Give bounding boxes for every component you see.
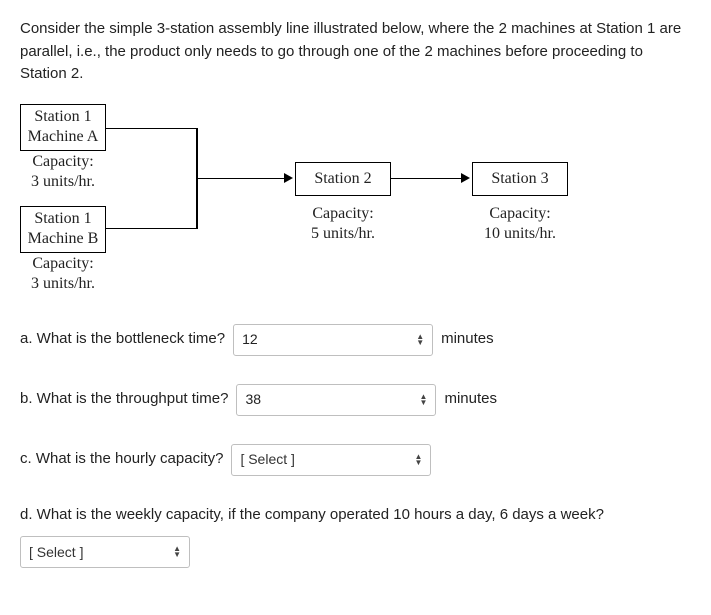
s1a-subtitle: Machine A: [25, 127, 101, 148]
s2-cap1: Capacity:: [295, 204, 391, 224]
question-d-label: d. What is the weekly capacity, if the c…: [20, 504, 687, 527]
question-a-input[interactable]: 12 ▲▼: [233, 324, 433, 356]
s1a-cap1: Capacity:: [20, 152, 106, 172]
question-b-unit: minutes: [444, 388, 497, 411]
s3-label: Station 3: [477, 165, 563, 193]
question-a-label: a. What is the bottleneck time?: [20, 328, 225, 351]
assembly-line-diagram: Station 1 Machine A Capacity: 3 units/hr…: [20, 104, 660, 304]
stepper-icon[interactable]: ▲▼: [415, 454, 423, 466]
s3-cap1: Capacity:: [472, 204, 568, 224]
question-b-row: b. What is the throughput time? 38 ▲▼ mi…: [20, 384, 691, 416]
s1b-title: Station 1: [25, 209, 101, 230]
question-d-select[interactable]: [ Select ] ▲▼: [20, 536, 190, 568]
arrow-to-s3: [461, 173, 470, 183]
question-c-label: c. What is the hourly capacity?: [20, 448, 223, 471]
intro-text: Consider the simple 3-station assembly l…: [20, 18, 691, 86]
s2-label: Station 2: [300, 165, 386, 193]
question-c-value: [ Select ]: [240, 449, 294, 470]
conn-s2-to-s3: [391, 178, 463, 180]
question-a-unit: minutes: [441, 328, 494, 351]
question-b-input[interactable]: 38 ▲▼: [236, 384, 436, 416]
conn-a-h: [106, 128, 196, 130]
question-c-row: c. What is the hourly capacity? [ Select…: [20, 444, 691, 476]
question-d-row: d. What is the weekly capacity, if the c…: [20, 504, 691, 569]
s2-cap2: 5 units/hr.: [295, 224, 391, 244]
conn-join-to-s2: [196, 178, 286, 180]
stepper-icon[interactable]: ▲▼: [420, 394, 428, 406]
stepper-icon[interactable]: ▲▼: [416, 334, 424, 346]
s2-caption: Capacity: 5 units/hr.: [295, 204, 391, 244]
s1a-title: Station 1: [25, 107, 101, 128]
conn-b-h: [106, 228, 196, 230]
s1a-cap2: 3 units/hr.: [20, 172, 106, 192]
question-b-value: 38: [245, 389, 261, 410]
station3-box: Station 3: [472, 162, 568, 196]
question-a-value: 12: [242, 329, 258, 350]
s1b-cap2: 3 units/hr.: [20, 274, 106, 294]
s1b-caption: Capacity: 3 units/hr.: [20, 254, 106, 294]
s1b-subtitle: Machine B: [25, 229, 101, 250]
s3-caption: Capacity: 10 units/hr.: [472, 204, 568, 244]
question-c-select[interactable]: [ Select ] ▲▼: [231, 444, 431, 476]
s1a-caption: Capacity: 3 units/hr.: [20, 152, 106, 192]
question-d-value: [ Select ]: [29, 542, 83, 563]
station1-machine-a-box: Station 1 Machine A: [20, 104, 106, 152]
station2-box: Station 2: [295, 162, 391, 196]
arrow-to-s2: [284, 173, 293, 183]
station1-machine-b-box: Station 1 Machine B: [20, 206, 106, 254]
s1b-cap1: Capacity:: [20, 254, 106, 274]
question-a-row: a. What is the bottleneck time? 12 ▲▼ mi…: [20, 324, 691, 356]
s3-cap2: 10 units/hr.: [472, 224, 568, 244]
stepper-icon[interactable]: ▲▼: [173, 546, 181, 558]
question-b-label: b. What is the throughput time?: [20, 388, 228, 411]
